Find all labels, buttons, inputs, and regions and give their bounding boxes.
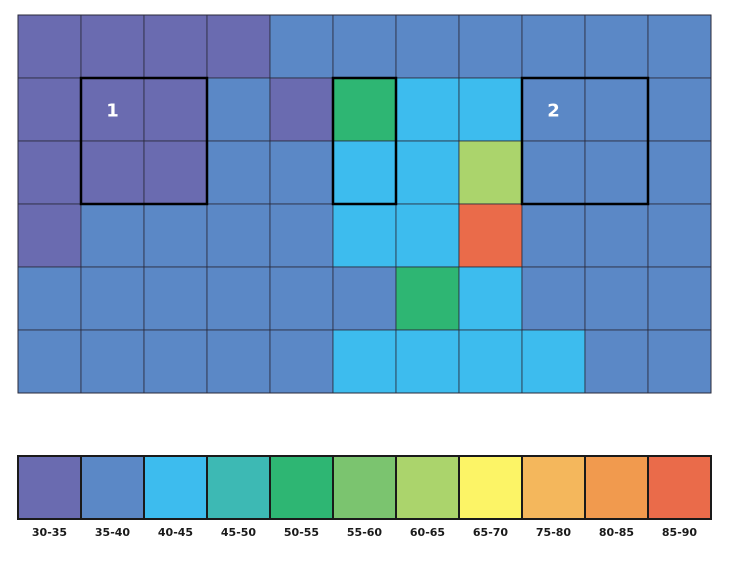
- heatmap-cell-r3-c6: [395, 203, 460, 268]
- heatmap-cell-r2-c2: [143, 140, 208, 205]
- heatmap-cell-r1-c10: [647, 77, 712, 142]
- heatmap-cell-r5-c2: [143, 329, 208, 394]
- heatmap-cell-r1-c7: [458, 77, 523, 142]
- heatmap-cell-r1-c3: [206, 77, 271, 142]
- heatmap-cell-r0-c10: [647, 14, 712, 79]
- heatmap-cell-r4-c9: [584, 266, 649, 331]
- region-label-1: 1: [106, 101, 119, 122]
- heatmap-cell-r5-c7: [458, 329, 523, 394]
- heatmap-cell-r1-c8: [521, 77, 586, 142]
- heatmap-cell-r3-c4: [269, 203, 334, 268]
- heatmap-cell-r3-c3: [206, 203, 271, 268]
- heatmap-cell-r5-c1: [80, 329, 145, 394]
- heatmap-cell-r2-c8: [521, 140, 586, 205]
- heatmap-cell-r4-c7: [458, 266, 523, 331]
- heatmap-cell-r5-c8: [521, 329, 586, 394]
- legend-swatch-45-50: [206, 455, 271, 520]
- legend-swatch-85-90: [647, 455, 712, 520]
- heatmap-cell-r3-c7: [458, 203, 523, 268]
- heatmap-cell-r2-c3: [206, 140, 271, 205]
- legend-swatch-50-55: [269, 455, 334, 520]
- legend-swatch-75-80: [521, 455, 586, 520]
- heatmap-cell-r1-c6: [395, 77, 460, 142]
- legend-swatch-35-40: [80, 455, 145, 520]
- legend-label-85-90: 85-90: [662, 526, 698, 539]
- heatmap-cell-r4-c4: [269, 266, 334, 331]
- legend-label-75-80: 75-80: [536, 526, 572, 539]
- heatmap-cell-r3-c10: [647, 203, 712, 268]
- heatmap-cell-r3-c2: [143, 203, 208, 268]
- legend-swatch-40-45: [143, 455, 208, 520]
- legend-label-35-40: 35-40: [95, 526, 131, 539]
- heatmap-cell-r0-c2: [143, 14, 208, 79]
- legend-label-45-50: 45-50: [221, 526, 257, 539]
- heatmap-cell-r2-c5: [332, 140, 397, 205]
- heatmap-cell-r5-c5: [332, 329, 397, 394]
- heatmap-cell-r2-c4: [269, 140, 334, 205]
- heatmap-cell-r5-c10: [647, 329, 712, 394]
- heatmap-cell-r4-c1: [80, 266, 145, 331]
- heatmap-cell-r0-c3: [206, 14, 271, 79]
- heatmap-cell-r0-c6: [395, 14, 460, 79]
- heatmap-cell-r5-c4: [269, 329, 334, 394]
- heatmap-cell-r0-c9: [584, 14, 649, 79]
- heatmap-cell-r5-c9: [584, 329, 649, 394]
- heatmap-cell-r1-c1: [80, 77, 145, 142]
- legend-label-80-85: 80-85: [599, 526, 634, 539]
- heatmap-cell-r4-c5: [332, 266, 397, 331]
- heatmap-cell-r1-c0: [17, 77, 82, 142]
- heatmap-cell-r0-c5: [332, 14, 397, 79]
- legend-swatch-65-70: [458, 455, 523, 520]
- heatmap-cell-r0-c4: [269, 14, 334, 79]
- legend-swatch-55-60: [332, 455, 397, 520]
- legend-label-40-45: 40-45: [158, 526, 193, 539]
- heatmap-cell-r4-c3: [206, 266, 271, 331]
- region-label-2: 2: [547, 101, 560, 122]
- heatmap-cell-r1-c4: [269, 77, 334, 142]
- legend-swatch-60-65: [395, 455, 460, 520]
- legend-swatch-80-85: [584, 455, 649, 520]
- highlight-region-3: [520, 76, 650, 206]
- heatmap-cell-r5-c0: [17, 329, 82, 394]
- heatmap-cell-r2-c7: [458, 140, 523, 205]
- heatmap-cell-r2-c10: [647, 140, 712, 205]
- heatmap-cell-r0-c1: [80, 14, 145, 79]
- highlight-region-2: [331, 76, 398, 206]
- heatmap-cell-r0-c0: [17, 14, 82, 79]
- heatmap-cell-r2-c9: [584, 140, 649, 205]
- heatmap-cell-r1-c9: [584, 77, 649, 142]
- legend-label-30-35: 30-35: [32, 526, 67, 539]
- legend-label-55-60: 55-60: [347, 526, 383, 539]
- heatmap-cell-r0-c8: [521, 14, 586, 79]
- color-legend: 30-35 35-40 40-45 45-50 50-55 55-60 60-65 65-70…: [17, 455, 712, 539]
- heatmap-cell-r5-c3: [206, 329, 271, 394]
- heatmap-cell-r2-c1: [80, 140, 145, 205]
- heatmap-cell-r4-c2: [143, 266, 208, 331]
- legend-swatch-30-35: [17, 455, 82, 520]
- heatmap-cell-r4-c10: [647, 266, 712, 331]
- heatmap-border: [17, 14, 712, 394]
- heatmap-cell-r4-c0: [17, 266, 82, 331]
- legend-label-60-65: 60-65: [410, 526, 445, 539]
- heatmap-cell-r3-c0: [17, 203, 82, 268]
- legend-label-65-70: 65-70: [473, 526, 509, 539]
- heatmap-cell-r3-c9: [584, 203, 649, 268]
- heatmap-cell-r1-c5: [332, 77, 397, 142]
- heatmap-cell-r5-c6: [395, 329, 460, 394]
- heatmap-cell-r3-c8: [521, 203, 586, 268]
- heatmap-cell-r4-c6: [395, 266, 460, 331]
- heatmap-cell-r4-c8: [521, 266, 586, 331]
- heatmap-cell-r2-c6: [395, 140, 460, 205]
- heatmap-cell-r3-c5: [332, 203, 397, 268]
- heatmap-cell-r0-c7: [458, 14, 523, 79]
- heatmap-cell-r2-c0: [17, 140, 82, 205]
- legend-label-50-55: 50-55: [284, 526, 319, 539]
- heatmap-cell-r1-c2: [143, 77, 208, 142]
- heatmap-cell-r3-c1: [80, 203, 145, 268]
- highlight-region-1: [79, 76, 209, 206]
